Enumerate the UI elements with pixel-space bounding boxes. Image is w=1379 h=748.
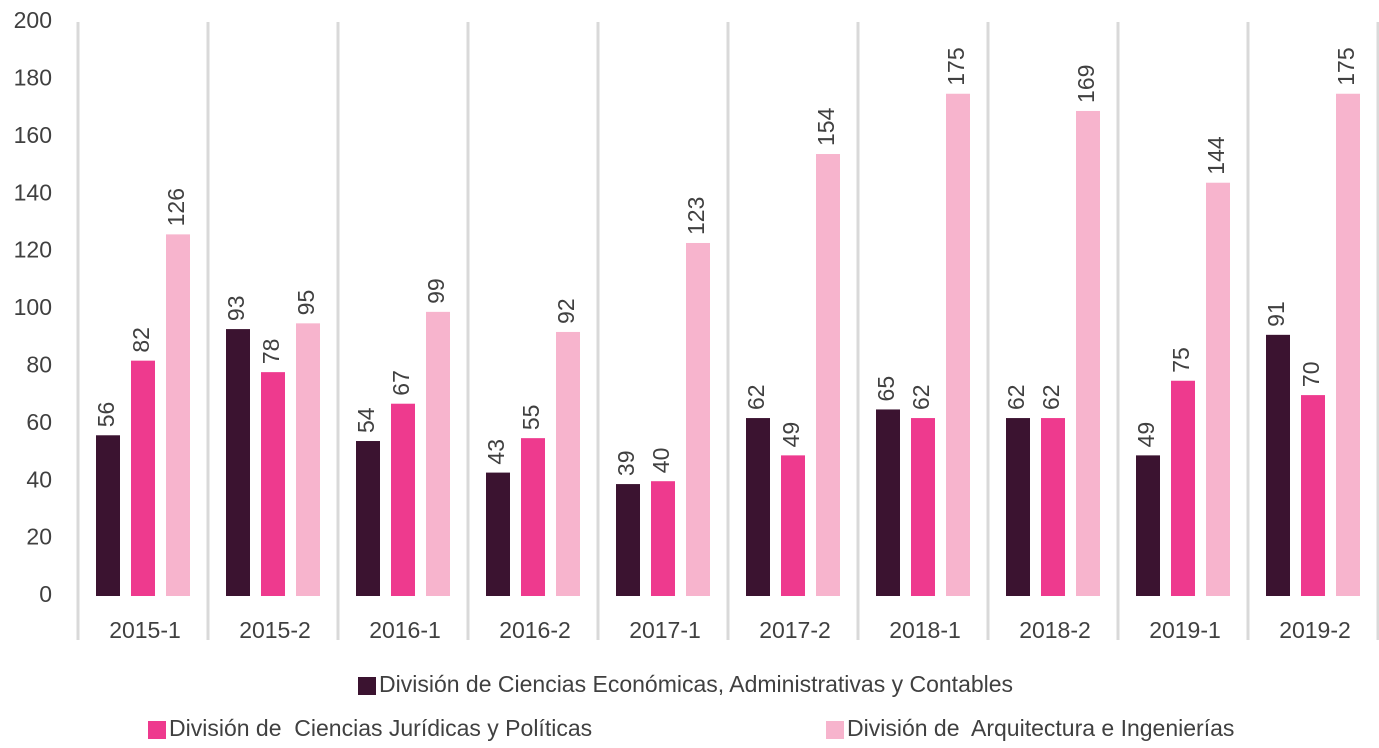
bar [486,472,510,596]
x-tick-label: 2019-2 [1279,617,1351,643]
bar [166,234,190,596]
x-tick-label: 2016-1 [369,617,441,643]
bar [816,154,840,596]
legend-swatch [148,721,166,739]
bar [261,372,285,596]
x-tick-label: 2019-1 [1149,617,1221,643]
data-label: 154 [813,107,839,146]
data-label: 93 [223,295,249,321]
y-tick-label: 180 [14,64,52,90]
data-label: 123 [683,197,709,235]
x-tick-label: 2017-1 [629,617,701,643]
data-label: 62 [743,384,769,410]
x-tick-label: 2015-1 [109,617,181,643]
data-label: 126 [163,188,189,226]
bar [96,435,120,596]
data-label: 39 [613,450,639,476]
y-tick-label: 20 [26,524,52,550]
legend-swatch [358,677,376,695]
data-label: 43 [483,439,509,465]
bar [781,455,805,596]
bar [1266,334,1290,596]
y-tick-label: 0 [39,581,52,607]
x-tick-label: 2017-2 [759,617,831,643]
bar [1041,418,1065,596]
bar [226,329,250,596]
bar [746,418,770,596]
data-label: 92 [553,298,579,324]
y-tick-label: 100 [14,294,52,320]
y-tick-label: 160 [14,122,52,148]
data-label: 99 [423,278,449,304]
bar [651,481,675,596]
legend-label: División de Ciencias Jurídicas y Polític… [169,715,592,741]
y-tick-label: 40 [26,466,52,492]
bar [876,409,900,596]
x-tick-label: 2016-2 [499,617,571,643]
x-tick-label: 2018-1 [889,617,961,643]
bar [391,403,415,596]
bar [356,441,380,596]
data-label: 95 [293,290,319,316]
data-label: 70 [1298,362,1324,388]
bar [1076,110,1100,596]
bar [911,418,935,596]
bar [946,93,970,596]
data-label: 62 [908,384,934,410]
bar [556,331,580,596]
bar [1006,418,1030,596]
bar [521,438,545,596]
data-label: 49 [778,422,804,448]
bar [1301,395,1325,596]
legend-label: División de Ciencias Económicas, Adminis… [379,671,1013,697]
data-label: 78 [258,339,284,365]
y-tick-label: 80 [26,351,52,377]
bar [1336,93,1360,596]
data-label: 56 [93,402,119,428]
bar [686,242,710,597]
bar [426,311,450,596]
data-label: 65 [873,376,899,402]
bar [616,484,640,596]
data-label: 91 [1263,301,1289,327]
legend-swatch [826,721,844,739]
data-label: 82 [128,327,154,353]
data-label: 40 [648,448,674,474]
data-label: 54 [353,407,379,433]
legend-label: División de Arquitectura e Ingenierías [847,715,1234,741]
data-label: 49 [1133,422,1159,448]
bar [1206,182,1230,596]
y-tick-label: 140 [14,179,52,205]
data-label: 67 [388,370,414,396]
bar [131,360,155,596]
data-label: 75 [1168,347,1194,373]
bar [1136,455,1160,596]
data-label: 175 [943,47,969,85]
bar [1171,380,1195,596]
data-label: 144 [1203,136,1229,175]
bar [296,323,320,596]
data-label: 62 [1003,384,1029,410]
data-label: 169 [1073,65,1099,103]
y-tick-label: 200 [14,7,52,33]
x-tick-label: 2015-2 [239,617,311,643]
x-tick-label: 2018-2 [1019,617,1091,643]
data-label: 175 [1333,47,1359,85]
y-tick-label: 120 [14,237,52,263]
data-label: 62 [1038,384,1064,410]
y-tick-label: 60 [26,409,52,435]
data-label: 55 [518,405,544,431]
